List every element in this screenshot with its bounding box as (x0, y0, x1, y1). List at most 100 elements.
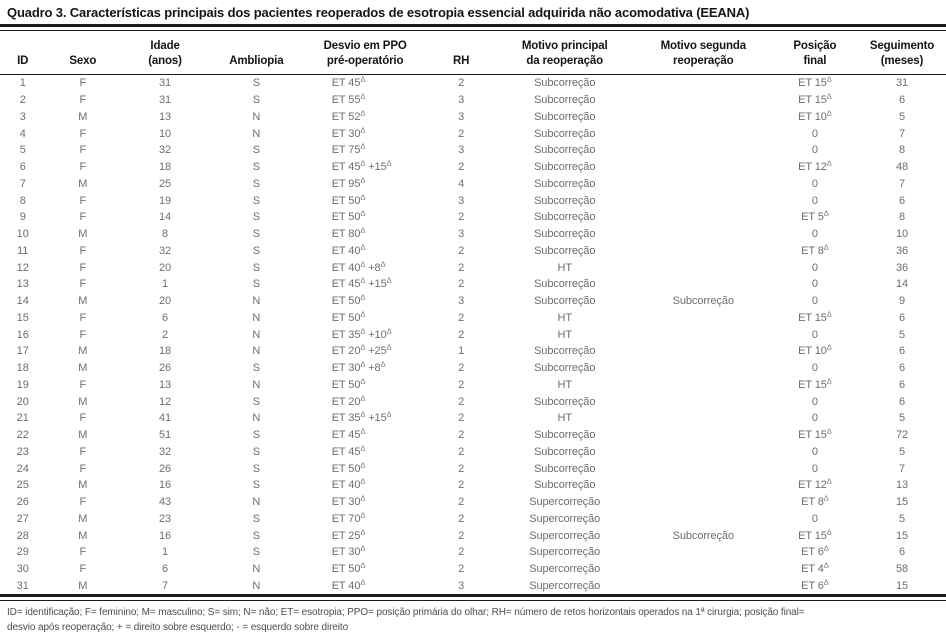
cell-idade: 26 (159, 462, 172, 475)
cell-desvio: ET 45Δ (331, 443, 366, 458)
cell-posicao_final: ET 10Δ (798, 108, 832, 123)
cell-sexo: F (79, 445, 87, 458)
prism-diopter-symbol: Δ (826, 91, 832, 101)
cell-id: 14 (16, 295, 29, 307)
cell-id: 22 (16, 429, 29, 441)
cell-ambliopia: S (252, 211, 260, 224)
prism-diopter-symbol: Δ (823, 242, 829, 252)
cell-idade: 32 (159, 445, 172, 458)
cell-posicao_final: 0 (811, 362, 818, 374)
header-row: ID Sexo Idade (anos) Ambliopia Desvio em PPO… (0, 31, 946, 75)
prism-diopter-symbol: Δ (360, 91, 366, 101)
table-row: 26 F 43 N ET 30Δ 2 Supercorreção ET 8Δ 15 (0, 494, 946, 511)
cell-sexo: M (78, 395, 88, 408)
cell-ambliopia: S (252, 77, 260, 90)
prism-diopter-symbol: Δ (360, 577, 366, 587)
prism-diopter-symbol: Δ (360, 309, 366, 319)
cell-sexo: F (79, 194, 87, 207)
cell-motivo_principal: Supercorreção (529, 496, 601, 508)
cell-rh: 3 (458, 144, 465, 157)
table-body: 1 F 31 S ET 45Δ 2 Subcorreção ET 15Δ 31 2 F 31 S ET 5… (0, 74, 946, 594)
cell-motivo_segunda (635, 125, 772, 142)
table-row: 31 M 7 N ET 40Δ 3 Supercorreção ET 6Δ 15 (0, 577, 946, 594)
cell-seguimento: 31 (895, 77, 908, 90)
cell-desvio: ET 50Δ (331, 376, 366, 391)
cell-desvio: ET 40Δ (331, 242, 366, 257)
cell-sexo: M (78, 228, 88, 240)
cell-motivo_principal: Subcorreção (534, 110, 596, 123)
table-row: 17 M 18 N ET 20Δ +25Δ 1 Subcorreção ET 10Δ 6 (0, 343, 946, 360)
prism-diopter-symbol: Δ (386, 158, 392, 168)
table-row: 18 M 26 S ET 30Δ +8Δ 2 Subcorreção 0 6 (0, 360, 946, 377)
cell-ambliopia: S (252, 479, 260, 492)
cell-idade: 1 (162, 546, 169, 559)
cell-posicao_final: 0 (811, 462, 818, 475)
cell-sexo: M (78, 345, 88, 358)
cell-desvio: ET 75Δ (331, 141, 366, 157)
cell-desvio: ET 50Δ (331, 292, 366, 307)
cell-posicao_final: 0 (811, 228, 818, 240)
cell-seguimento: 6 (898, 362, 905, 374)
cell-posicao_final: ET 5Δ (801, 208, 829, 224)
cell-rh: 2 (458, 429, 465, 441)
cell-seguimento: 48 (895, 161, 908, 173)
cell-posicao_final: ET 15Δ (798, 527, 832, 542)
cell-seguimento: 36 (895, 244, 908, 257)
cell-id: 3 (19, 110, 26, 123)
cell-ambliopia: S (252, 278, 260, 291)
cell-ambliopia: S (252, 429, 260, 441)
prism-diopter-symbol: Δ (360, 342, 366, 352)
cell-seguimento: 8 (898, 144, 905, 157)
prism-diopter-symbol: Δ (823, 208, 829, 218)
cell-rh: 2 (458, 496, 465, 508)
table-row: 19 F 13 N ET 50Δ 2 HT ET 15Δ 6 (0, 376, 946, 393)
cell-ambliopia: N (252, 110, 261, 123)
cell-desvio: ET 55Δ (331, 91, 366, 106)
cell-sexo: F (79, 563, 87, 575)
cell-posicao_final: ET 4Δ (801, 560, 829, 575)
prism-diopter-symbol: Δ (360, 74, 366, 84)
cell-motivo_principal: Subcorreção (534, 395, 596, 408)
cell-ambliopia: S (252, 529, 260, 542)
table-header: ID Sexo Idade (anos) Ambliopia Desvio em PPO… (0, 31, 946, 75)
cell-sexo: F (79, 378, 87, 391)
cell-motivo_segunda (635, 343, 772, 360)
cell-motivo_segunda (635, 209, 772, 226)
cell-motivo_principal: Subcorreção (534, 295, 596, 307)
cell-ambliopia: S (252, 144, 260, 157)
cell-sexo: M (78, 110, 88, 123)
cell-motivo_segunda (635, 242, 772, 259)
cell-ambliopia: S (252, 546, 260, 559)
cell-sexo: M (78, 295, 88, 307)
cell-seguimento: 15 (895, 496, 908, 508)
prism-diopter-symbol: Δ (360, 192, 366, 201)
cell-motivo_segunda (635, 460, 772, 477)
cell-motivo_principal: HT (557, 378, 572, 391)
cell-posicao_final: 0 (811, 177, 818, 190)
cell-posicao_final: 0 (811, 328, 818, 341)
prism-diopter-symbol: Δ (360, 326, 366, 335)
cell-desvio: ET 50Δ (331, 208, 366, 224)
cell-posicao_final: ET 15Δ (798, 74, 832, 90)
cell-idade: 19 (159, 194, 172, 207)
cell-motivo_segunda (635, 309, 772, 326)
cell-posicao_final: ET 6Δ (801, 543, 829, 559)
cell-posicao_final: ET 8Δ (801, 242, 829, 257)
cell-ambliopia: N (252, 378, 261, 391)
cell-seguimento: 14 (895, 278, 908, 291)
cell-posicao_final: ET 15Δ (798, 376, 832, 391)
table-row: 6 F 18 S ET 45Δ +15Δ 2 Subcorreção ET 12Δ 48 (0, 159, 946, 176)
cell-motivo_segunda (635, 376, 772, 393)
cell-ambliopia: N (252, 295, 261, 307)
cell-sexo: F (79, 546, 87, 559)
cell-motivo_principal: Subcorreção (534, 479, 596, 492)
cell-ambliopia: S (252, 395, 260, 408)
cell-posicao_final: 0 (811, 395, 818, 408)
table-row: 22 M 51 S ET 45Δ 2 Subcorreção ET 15Δ 72 (0, 427, 946, 444)
cell-posicao_final: 0 (811, 412, 818, 425)
prism-diopter-symbol: Δ (360, 108, 366, 118)
cell-motivo_segunda (635, 175, 772, 192)
table-row: 25 M 16 S ET 40Δ 2 Subcorreção ET 12Δ 13 (0, 477, 946, 494)
cell-posicao_final: 0 (811, 278, 818, 291)
